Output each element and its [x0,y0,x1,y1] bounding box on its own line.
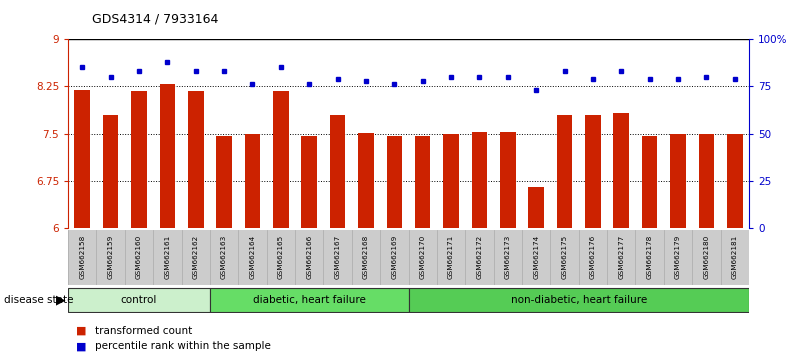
Text: GSM662180: GSM662180 [703,234,710,279]
Text: GSM662158: GSM662158 [79,234,85,279]
Text: GSM662179: GSM662179 [675,234,681,279]
Bar [727,133,743,228]
Bar [387,136,402,228]
Bar [698,133,714,228]
Text: ▶: ▶ [56,293,66,307]
FancyBboxPatch shape [68,288,210,312]
Bar [443,133,459,228]
Text: GSM662166: GSM662166 [306,234,312,279]
Text: transformed count: transformed count [95,326,191,336]
Text: GSM662171: GSM662171 [448,234,454,279]
Bar [415,136,430,228]
Bar [472,132,487,228]
Bar [614,113,629,228]
Bar [273,91,288,228]
Text: GSM662164: GSM662164 [249,234,256,279]
Text: non-diabetic, heart failure: non-diabetic, heart failure [510,295,647,305]
Text: GSM662181: GSM662181 [732,234,738,279]
Text: GSM662176: GSM662176 [590,234,596,279]
Bar [500,132,516,228]
Bar [529,187,544,228]
Bar [188,91,203,228]
Text: GSM662172: GSM662172 [477,234,482,279]
Text: GSM662170: GSM662170 [420,234,425,279]
Text: GSM662169: GSM662169 [392,234,397,279]
Text: GSM662168: GSM662168 [363,234,369,279]
Bar [585,115,601,228]
Bar [159,84,175,228]
Text: GSM662175: GSM662175 [562,234,568,279]
FancyBboxPatch shape [409,288,749,312]
Bar [103,115,119,228]
Text: GSM662177: GSM662177 [618,234,624,279]
Text: control: control [121,295,157,305]
Text: GDS4314 / 7933164: GDS4314 / 7933164 [92,12,219,25]
Bar [301,136,317,228]
Bar [216,136,232,228]
Text: ■: ■ [76,341,87,351]
Text: diabetic, heart failure: diabetic, heart failure [253,295,366,305]
Bar [557,115,573,228]
Text: GSM662163: GSM662163 [221,234,227,279]
FancyBboxPatch shape [210,288,409,312]
Bar [642,136,658,228]
Text: GSM662162: GSM662162 [193,234,199,279]
Text: GSM662159: GSM662159 [107,234,114,279]
Bar [131,91,147,228]
Text: GSM662165: GSM662165 [278,234,284,279]
Bar [330,115,345,228]
Text: GSM662167: GSM662167 [335,234,340,279]
Bar [358,133,374,228]
Bar [74,90,90,228]
Text: GSM662160: GSM662160 [136,234,142,279]
Text: disease state: disease state [4,295,74,305]
Text: percentile rank within the sample: percentile rank within the sample [95,341,271,351]
Text: GSM662173: GSM662173 [505,234,511,279]
Bar [670,133,686,228]
Text: ■: ■ [76,326,87,336]
Bar [244,133,260,228]
Text: GSM662161: GSM662161 [164,234,171,279]
Text: GSM662174: GSM662174 [533,234,539,279]
Text: GSM662178: GSM662178 [646,234,653,279]
